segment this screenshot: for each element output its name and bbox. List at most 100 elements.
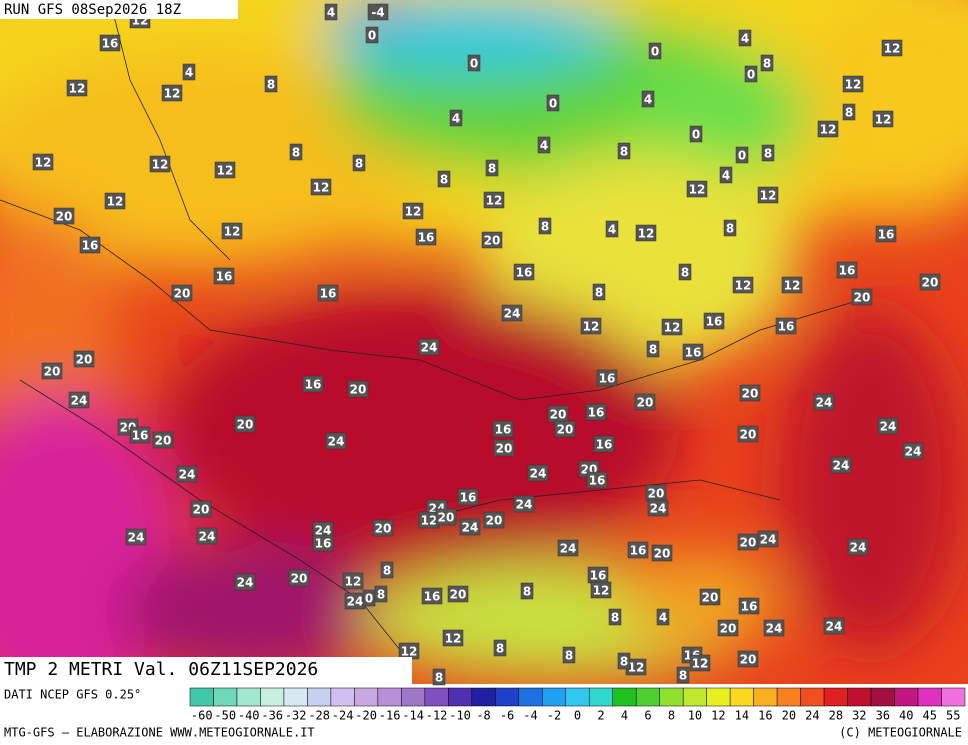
temperature-label: 8: [679, 669, 687, 683]
colorbar-cell: [495, 687, 520, 707]
colorbar-cell: [401, 687, 426, 707]
label-box: [317, 284, 339, 302]
temperature-label: 12: [784, 279, 801, 293]
colorbar-tick-label: 14: [735, 709, 749, 723]
temperature-label: 8: [565, 649, 573, 663]
label-box: [485, 159, 499, 177]
temperature-label: 20: [496, 442, 513, 456]
label-box: [32, 153, 54, 171]
label-box: [737, 425, 759, 443]
label-box: [196, 527, 218, 545]
temperature-label: 8: [595, 286, 603, 300]
temperature-label: 20: [740, 428, 757, 442]
temperature-label: 12: [628, 661, 645, 675]
temperature-label: 12: [692, 657, 709, 671]
colorbar-cell: [894, 687, 919, 707]
temperature-label: 12: [689, 183, 706, 197]
temperature-label: 24: [179, 468, 196, 482]
colorbar-tick-label: -16: [379, 709, 401, 723]
label-box: [676, 666, 690, 684]
temperature-label: 8: [496, 642, 504, 656]
temperature-label: 20: [702, 591, 719, 605]
borders: [0, 0, 861, 651]
temperature-label: 16: [460, 491, 477, 505]
label-box: [557, 539, 579, 557]
label-box: [719, 166, 733, 184]
colorbar-tick-label: -24: [332, 709, 354, 723]
colorbar-cell: [518, 687, 543, 707]
colorbar-cell: [542, 687, 567, 707]
temperature-label: 12: [820, 123, 837, 137]
colorbar-cell: [377, 687, 402, 707]
label-box: [415, 228, 437, 246]
label-box: [347, 380, 369, 398]
label-box: [435, 508, 457, 526]
colorbar-tick-label: -50: [214, 709, 236, 723]
colorbar-tick-label: 55: [946, 709, 960, 723]
colorbar: -60 -50 -40 -36 -32 -28 -24 -20 -16 -14 -12 -10 -8 -6…: [189, 687, 966, 723]
label-box: [919, 273, 941, 291]
temperature-label: 4: [540, 139, 548, 153]
colorbar-cell: [800, 687, 825, 707]
temperature-label: 8: [440, 173, 448, 187]
temperature-label: 12: [875, 113, 892, 127]
label-box: [483, 511, 505, 529]
label-box: [421, 587, 443, 605]
colorbar-cell: [729, 687, 754, 707]
temperature-label: 16: [418, 231, 435, 245]
label-box: [352, 154, 366, 172]
temperature-label: 20: [740, 536, 757, 550]
temperature-label: 16: [216, 270, 233, 284]
temperature-label: 12: [486, 194, 503, 208]
label-box: [656, 608, 670, 626]
label-box: [648, 42, 662, 60]
temperature-label: 12: [35, 156, 52, 170]
temperature-label: 24: [833, 459, 850, 473]
temperature-label: 16: [741, 600, 758, 614]
label-box: [699, 588, 721, 606]
temperature-label: 24: [560, 542, 577, 556]
temperature-label: 24: [760, 533, 777, 547]
run-box: [0, 0, 238, 19]
temperature-label: 16: [599, 372, 616, 386]
label-box: [264, 75, 278, 93]
colorbar-cell: [823, 687, 848, 707]
label-box: [171, 284, 193, 302]
label-box: [781, 276, 803, 294]
label-box: [288, 569, 310, 587]
label-box: [546, 94, 560, 112]
temperature-label: 12: [345, 575, 362, 589]
temperature-label: 16: [82, 239, 99, 253]
label-box: [104, 192, 126, 210]
label-box: [325, 432, 347, 450]
temperature-label: 8: [649, 343, 657, 357]
label-box: [580, 317, 602, 335]
label-box: [634, 393, 656, 411]
label-box: [686, 180, 708, 198]
label-box: [723, 219, 737, 237]
temperature-label: 12: [224, 225, 241, 239]
temperature-label: 8: [383, 564, 391, 578]
temperature-label: 16: [315, 537, 332, 551]
colorbar-cell: [424, 687, 449, 707]
field-box: [0, 657, 412, 684]
colorbar-cell: [941, 687, 966, 707]
temperature-label: 16: [596, 438, 613, 452]
temperature-label: 4: [741, 32, 749, 46]
temperature-label: 20: [484, 234, 501, 248]
temperature-label: 24: [504, 307, 521, 321]
temperature-label: 24: [199, 530, 216, 544]
label-box: [757, 186, 779, 204]
temperature-label: 12: [445, 632, 462, 646]
temperature-label: 8: [620, 655, 628, 669]
label-box: [590, 581, 612, 599]
label-box: [365, 26, 379, 44]
label-box: [842, 103, 856, 121]
colorbar-tick-label: -36: [261, 709, 283, 723]
colorbar-cell: [847, 687, 872, 707]
temperature-label: 12: [405, 205, 422, 219]
temperature-field: [0, 0, 968, 684]
label-box: [817, 120, 839, 138]
temperature-label: 24: [650, 502, 667, 516]
colorbar-cell: [283, 687, 308, 707]
